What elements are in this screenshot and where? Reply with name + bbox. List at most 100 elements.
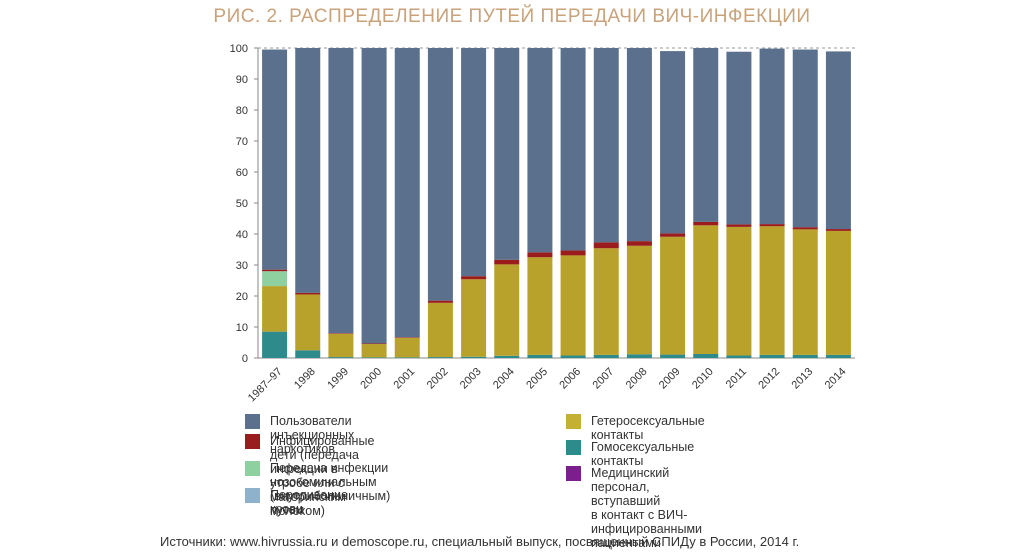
bar-segment (693, 225, 719, 354)
bar-segment (693, 221, 719, 226)
legend-item-heterosexual: Гетеросексуальные контакты (566, 414, 705, 442)
bar-segment (361, 344, 387, 358)
x-tick-label: 2005 (524, 366, 550, 392)
bar-segment (660, 354, 686, 358)
bar-segment (825, 51, 851, 230)
legend-swatch (245, 488, 260, 503)
x-tick-label: 1999 (325, 366, 351, 392)
bar-segment (461, 276, 487, 280)
bar-segment (361, 48, 387, 344)
y-tick-label: 50 (236, 198, 248, 210)
bar-segment (461, 356, 487, 358)
bar-segment (593, 354, 619, 358)
x-tick-label: 2013 (790, 366, 816, 392)
bar-segment (494, 259, 520, 265)
x-tick-label: 2008 (624, 366, 650, 392)
bar-segment (759, 354, 785, 358)
bar-segment (792, 49, 818, 228)
y-tick-label: 90 (236, 74, 248, 86)
x-tick-label: 2002 (425, 366, 451, 392)
x-tick-label: 2014 (823, 366, 849, 392)
bar-segment (626, 354, 652, 358)
y-tick-label: 60 (236, 167, 248, 179)
y-tick-label: 30 (236, 260, 248, 272)
x-tick-label: 2010 (690, 366, 716, 392)
legend-label: Медицинский персонал, вступавший в конта… (591, 466, 703, 550)
source-note: Источники: www.hivrussia.ru и demoscope.… (160, 534, 800, 549)
bar-segment (527, 48, 553, 253)
y-tick-label: 70 (236, 136, 248, 148)
bar-segment (560, 250, 586, 256)
bar-segment (560, 48, 586, 251)
legend-item-drug-users: Пользователи инъекционных наркотиков (245, 414, 354, 456)
bar-segment (792, 354, 818, 358)
bar-segment (560, 255, 586, 356)
x-tick-label: 2012 (756, 366, 782, 392)
bar-segment (295, 292, 321, 295)
bar-segment (660, 233, 686, 237)
bar-segment (262, 269, 288, 272)
legend-item-medical-staff: Медицинский персонал, вступавший в конта… (566, 466, 702, 550)
legend-swatch (566, 466, 581, 481)
bar-segment (759, 48, 785, 225)
bar-segment (527, 252, 553, 258)
legend-label: Пользователи инъекционных наркотиков (270, 414, 355, 456)
bar-segment (626, 245, 652, 355)
bar-segment (527, 354, 553, 358)
bar-segment (461, 48, 487, 277)
legend-label: Передача инфекции нозокоминальным (внутр… (270, 461, 391, 517)
bar-segment (792, 229, 818, 355)
bar-segment (494, 355, 520, 358)
bar-segment (262, 271, 288, 287)
legend-item-homosexual: Гомосексуальные контакты (566, 440, 694, 468)
bar-segment (361, 357, 387, 358)
bar-segment (494, 264, 520, 356)
x-tick-label: 2009 (657, 366, 683, 392)
bar-segment (726, 226, 752, 356)
bar-segment (328, 333, 354, 334)
bar-segment (461, 279, 487, 357)
bar-segment (361, 343, 387, 345)
bar-segment (427, 302, 453, 358)
legend-swatch (566, 440, 581, 455)
y-tick-label: 20 (236, 291, 248, 303)
bar-segment (626, 48, 652, 242)
bar-segment (726, 224, 752, 227)
legend-swatch (245, 461, 260, 476)
bar-segment (593, 48, 619, 243)
bar-segment (825, 230, 851, 355)
bar-segment (394, 337, 420, 358)
legend-label: Переливание крови (270, 488, 348, 516)
bar-segment (394, 48, 420, 338)
bar-segment (262, 331, 288, 358)
x-tick-label: 1998 (292, 366, 318, 392)
bar-segment (427, 357, 453, 358)
legend-item-infected-children: Инфицированные дети (передача инфекции в… (245, 434, 374, 518)
bar-segment (394, 337, 420, 338)
bar-segment (593, 242, 619, 249)
bar-segment (759, 226, 785, 355)
bar-segment (825, 354, 851, 358)
bar-segment (494, 48, 520, 260)
legend-item-nosocomial: Передача инфекции нозокоминальным (внутр… (245, 461, 390, 517)
legend-swatch (245, 414, 260, 429)
x-tick-label: 2000 (358, 366, 384, 392)
x-tick-label: 2006 (557, 366, 583, 392)
bar-segment (328, 48, 354, 334)
legend-swatch (245, 434, 260, 449)
y-tick-label: 0 (242, 353, 248, 365)
bar-segment (759, 224, 785, 227)
chart-title: РИС. 2. РАСПРЕДЕЛЕНИЕ ПУТЕЙ ПЕРЕДАЧИ ВИЧ… (213, 6, 811, 27)
bar-segment (726, 51, 752, 225)
bar-segment (427, 48, 453, 301)
bar-segment (726, 355, 752, 358)
bar-segment (328, 333, 354, 358)
legend-item-blood-transfusion: Переливание крови (245, 488, 348, 516)
bar-segment (427, 300, 453, 303)
bar-segment (527, 257, 553, 355)
y-tick-label: 100 (230, 43, 248, 55)
stacked-bar-chart: 0 10 20 30 40 50 60 70 80 90 100 1987–97 1998 1999 200… (230, 43, 855, 404)
bar-segment (295, 294, 321, 351)
bar-segment (825, 229, 851, 231)
bar-segment (560, 355, 586, 358)
